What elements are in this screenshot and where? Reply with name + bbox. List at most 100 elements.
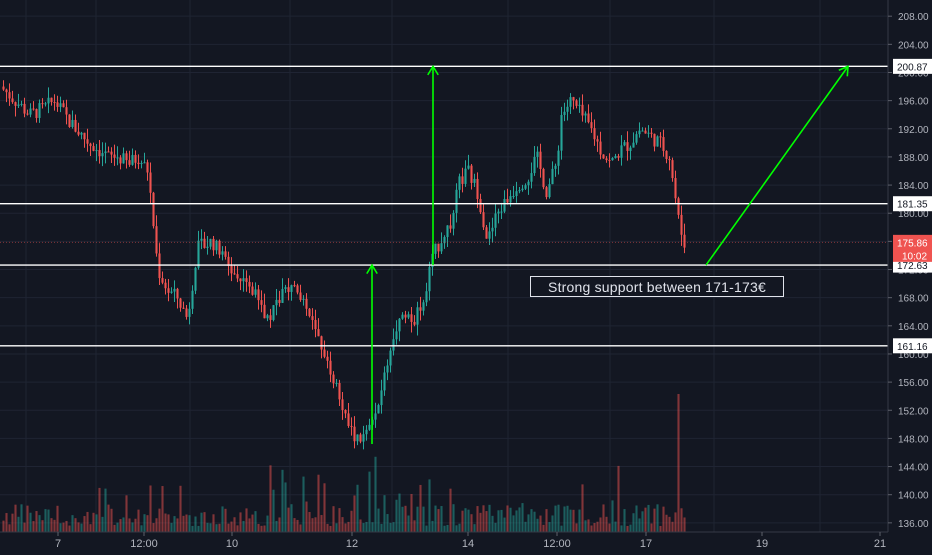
candle-body <box>116 157 119 159</box>
candle-body <box>8 92 11 99</box>
candle-body <box>194 267 197 291</box>
volume-bar <box>95 514 98 532</box>
volume-bar <box>446 524 449 532</box>
candle-body <box>662 137 665 151</box>
candle-body <box>323 349 326 357</box>
candle-body <box>98 150 101 157</box>
candle-body <box>38 103 41 118</box>
candle-body <box>341 399 344 410</box>
candle-body <box>557 150 560 166</box>
level-tag-label: 200.87 <box>897 62 928 73</box>
volume-bar <box>596 521 599 532</box>
candle-body <box>668 159 671 161</box>
candle-body <box>590 122 593 129</box>
volume-bar <box>590 525 593 532</box>
candle-body <box>299 292 302 300</box>
candle-body <box>320 336 323 350</box>
volume-bar <box>167 514 170 532</box>
volume-bar <box>62 522 65 532</box>
price-tick-label: 180.00 <box>898 209 929 220</box>
candle-body <box>584 113 587 116</box>
candle-body <box>2 86 5 90</box>
volume-bar <box>269 465 272 532</box>
volume-bar <box>173 516 176 532</box>
volume-bar <box>416 506 419 532</box>
candle-body <box>425 291 428 303</box>
candle-body <box>35 109 38 118</box>
volume-bar <box>671 521 674 532</box>
candle-body <box>407 314 410 318</box>
candle-body <box>236 274 239 279</box>
volume-bar <box>257 523 260 532</box>
volume-bar <box>314 517 317 532</box>
candle-body <box>551 168 554 185</box>
arrow-up-small <box>366 263 378 445</box>
volume-bar <box>5 513 8 532</box>
volume-bar <box>302 476 305 532</box>
candle-body <box>221 251 224 255</box>
arrow-shaft <box>705 65 849 266</box>
volume-bar <box>344 523 347 532</box>
level-tag: 181.35 <box>893 196 932 212</box>
candle-body <box>353 426 356 442</box>
candle-body <box>245 278 248 282</box>
candle-body <box>542 168 545 188</box>
volume-bar <box>524 521 527 532</box>
candle-body <box>131 154 134 165</box>
volume-bar <box>128 518 131 532</box>
time-tick-label: 21 <box>874 538 886 550</box>
candle-body <box>392 339 395 351</box>
volume-bar <box>542 524 545 532</box>
volume-bar <box>83 516 86 532</box>
candle-body <box>536 151 539 157</box>
volume-bar <box>278 517 281 532</box>
volume-bar <box>254 511 257 532</box>
volume-bar <box>65 520 68 532</box>
volume-bar <box>353 495 356 532</box>
candle-body <box>521 188 524 191</box>
candle-body <box>89 143 92 147</box>
price-tick-label: 196.00 <box>898 97 929 108</box>
price-axis: 136.00 140.00 144.00 148.00 152.00 156.00 160.… <box>887 0 932 550</box>
volume-bar <box>92 512 95 532</box>
volume-bar <box>290 504 293 532</box>
volume-bar <box>452 504 455 532</box>
candle-body <box>149 172 152 193</box>
candle-body <box>260 300 263 305</box>
candle-body <box>629 147 632 151</box>
candle-body <box>422 302 425 311</box>
time-tick-label: 12:00 <box>130 538 158 550</box>
candle-body <box>119 157 122 164</box>
level-tag-label: 161.16 <box>897 342 928 353</box>
volume-bar <box>29 512 32 532</box>
volume-bar <box>647 504 650 532</box>
volume-bar <box>245 508 248 532</box>
candle-body <box>80 132 83 135</box>
volume-bar <box>221 506 224 532</box>
volume-bar <box>386 514 389 532</box>
candle-body <box>569 97 572 107</box>
candle-body <box>383 372 386 391</box>
volume-bar <box>341 517 344 532</box>
volume-bar <box>212 514 215 532</box>
candle-body <box>122 153 125 164</box>
candle-body <box>359 434 362 442</box>
volume-bar <box>161 486 164 532</box>
candle-body <box>530 173 533 182</box>
volume-bar <box>455 525 458 532</box>
volume-bar <box>374 456 377 532</box>
volume-bar <box>275 520 278 532</box>
volume-bar <box>680 508 683 532</box>
candle-body <box>41 103 44 105</box>
volume-bar <box>326 523 329 532</box>
time-axis: 7 12:00 10 12 14 12:00 17 19 21 <box>0 531 888 550</box>
volume-bar <box>584 520 587 532</box>
volume-bar <box>356 484 359 532</box>
volume-bar <box>101 516 104 532</box>
candle-body <box>263 304 266 319</box>
volume-bar <box>287 507 290 532</box>
candle-body <box>125 153 128 161</box>
volume-bar <box>104 488 107 532</box>
